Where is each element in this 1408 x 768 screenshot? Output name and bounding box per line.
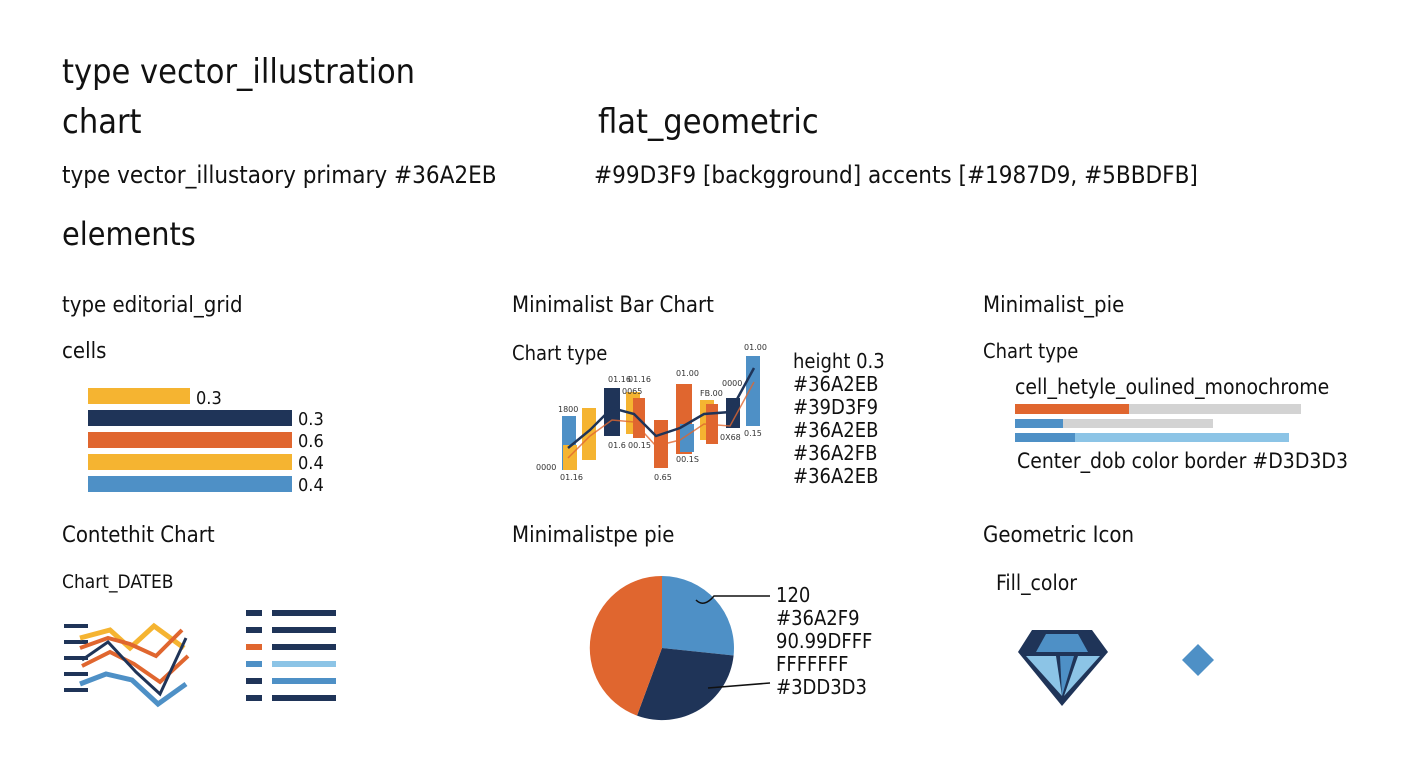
geometric-icons [1018, 630, 1214, 706]
small-diamond-icon [1182, 644, 1214, 676]
pie-slice-blue [662, 576, 734, 656]
pie-labels: 120 #36A2F9 90.99DFFF FFFFFFF #3DD3D3 [776, 584, 872, 699]
pie-label-2: #36A2F9 [776, 606, 860, 630]
svg-text:0X68: 0X68 [720, 433, 741, 442]
svg-text:01.16: 01.16 [560, 473, 583, 482]
svg-text:FB.00: FB.00 [700, 389, 723, 398]
icon-panel-subtitle: Fill_color [996, 571, 1078, 595]
pie-callout-top [695, 595, 770, 604]
spec-right-text: #99D3F9 [backgground] accents [#1987D9, … [594, 161, 1198, 189]
progress-row-2 [1015, 419, 1213, 428]
legend-line-5: #36A2FB [793, 441, 878, 465]
grid-bar-5 [88, 476, 292, 492]
pie-bars-footer: Center_dob color border #D3D3D3 [1017, 449, 1348, 473]
grid-bar-1 [88, 388, 190, 404]
pie-label-1: 120 [776, 583, 811, 607]
svg-text:00.15: 00.15 [628, 441, 651, 450]
svg-text:0000: 0000 [536, 463, 556, 472]
pie-bars-caption: cell_hetyle_oulined_monochrome [1015, 375, 1330, 399]
bar-panel-subtitle: Chart type [512, 341, 608, 365]
elements-heading: elements [62, 215, 196, 253]
grid-bar-2-label: 0.3 [298, 409, 324, 430]
svg-text:01.16: 01.16 [628, 375, 651, 384]
pie-label-4: FFFFFFF [776, 652, 849, 676]
content-list-graphic [246, 610, 336, 701]
grid-bar-3-label: 0.6 [298, 431, 324, 452]
pie-label-5: #3DD3D3 [776, 675, 867, 699]
spec-left-text: type vector_illustaory primary #36A2EB [62, 161, 497, 189]
svg-text:01.00: 01.00 [676, 369, 699, 378]
grid-bar-chart: 0.3 0.3 0.6 0.4 0.4 [88, 388, 348, 498]
svg-text:0.15: 0.15 [744, 429, 762, 438]
content-line-chart [64, 622, 190, 708]
bar-chart-tick-labels: 1800 0000 01.16 01.16 01.16 0065 01.00 F… [536, 343, 767, 482]
progress-row-1 [1015, 404, 1301, 414]
legend-line-3: #39D3F9 [793, 395, 879, 419]
bar-panel-title: Minimalist Bar Chart [512, 293, 714, 318]
header-subtitle-left: chart [62, 102, 142, 142]
grid-panel-title: type editorial_grid [62, 293, 243, 318]
legend-line-4: #36A2EB [793, 418, 879, 442]
content-panel-subtitle: Chart_DATEB [62, 571, 174, 593]
grid-panel-subtitle: cells [62, 339, 107, 364]
svg-text:01.6: 01.6 [608, 441, 626, 450]
svg-text:0000: 0000 [722, 379, 742, 388]
grid-bar-5-label: 0.4 [298, 475, 324, 496]
legend-line-2: #36A2EB [793, 372, 879, 396]
progress-row-1-fill [1015, 404, 1130, 414]
pie-panel-title: Minimalistpe pie [512, 523, 675, 548]
bar-chart-graphic: 1800 0000 01.16 01.16 01.16 0065 01.00 F… [536, 343, 767, 482]
header-title: type vector_illustration [62, 52, 416, 92]
svg-text:01.00: 01.00 [744, 343, 767, 352]
grid-bar-3 [88, 432, 292, 448]
header-subtitle-right: flat_geometric [598, 102, 819, 142]
grid-bar-4 [88, 454, 292, 470]
pie-chart-graphic [589, 575, 771, 721]
legend-line-6: #36A2EB [793, 464, 879, 488]
progress-row-3-fill [1015, 433, 1076, 442]
svg-text:1800: 1800 [558, 405, 578, 414]
grid-bar-1-label: 0.3 [196, 388, 222, 409]
pie-slice-orange [589, 575, 662, 716]
pie-bars-panel-title: Minimalist_pie [983, 293, 1125, 318]
pie-label-3: 90.99DFFF [776, 629, 873, 653]
diamond-gem-icon [1018, 630, 1108, 706]
svg-text:01.16: 01.16 [608, 375, 631, 384]
grid-bar-4-label: 0.4 [298, 453, 324, 474]
progress-row-2-fill [1015, 419, 1063, 428]
content-chart-graphic [64, 610, 336, 708]
svg-text:0065: 0065 [622, 387, 642, 396]
legend-line-1: height 0.3 [793, 349, 885, 373]
icon-panel-title: Geometric Icon [983, 523, 1135, 548]
bar-chart-trend-line [567, 367, 756, 449]
pie-slice-navy [637, 648, 734, 721]
svg-text:00.1S: 00.1S [676, 455, 699, 464]
pie-bars-panel-subtitle: Chart type [983, 339, 1079, 363]
svg-text:0.65: 0.65 [654, 473, 672, 482]
progress-row-3 [1015, 433, 1289, 442]
pie-callout-bottom [707, 682, 771, 689]
content-panel-title: Contethit Chart [62, 523, 215, 548]
bar-chart-legend: height 0.3 #36A2EB #39D3F9 #36A2EB #36A2… [793, 350, 885, 488]
grid-bar-2 [88, 410, 292, 426]
